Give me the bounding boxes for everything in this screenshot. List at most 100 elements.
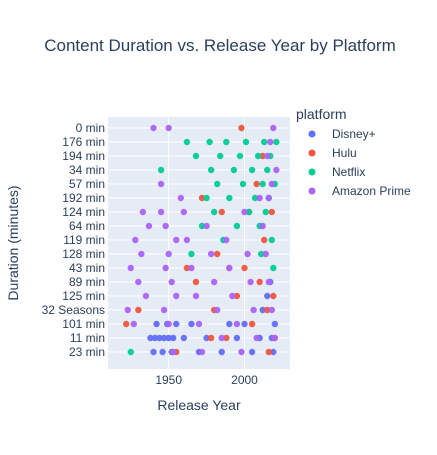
point-hulu: [256, 278, 263, 286]
point-hulu: [183, 264, 191, 272]
x-tick-label: 2000: [231, 373, 258, 387]
y-tick-label: 194 min: [62, 149, 105, 163]
legend-marker-amazon-prime[interactable]: [308, 187, 316, 195]
point-netflix: [192, 152, 200, 160]
points-layer: [123, 124, 280, 356]
chart-title: Content Duration vs. Release Year by Pla…: [44, 36, 396, 55]
point-disney: [188, 320, 195, 328]
point-disney: [259, 306, 266, 314]
point-amazon-prime: [241, 208, 248, 216]
point-amazon-prime: [259, 222, 266, 230]
point-disney: [180, 334, 188, 342]
point-hulu: [223, 334, 230, 342]
point-netflix: [226, 194, 233, 202]
point-netflix: [254, 152, 262, 160]
point-netflix: [239, 180, 247, 188]
y-tick-label: 89 min: [69, 275, 105, 289]
point-netflix: [242, 138, 250, 146]
legend: Disney+ Hulu Netflix Amazon Prime: [308, 127, 411, 198]
legend-label-netflix[interactable]: Netflix: [332, 165, 365, 179]
point-netflix: [248, 166, 256, 174]
point-amazon-prime: [223, 236, 230, 244]
legend-title: platform: [296, 106, 347, 122]
point-amazon-prime: [203, 222, 210, 230]
legend-label-amazon-prime[interactable]: Amazon Prime: [332, 184, 411, 198]
point-disney: [248, 348, 256, 356]
y-tick-label: 119 min: [63, 233, 105, 247]
point-netflix: [214, 180, 221, 188]
point-amazon-prime: [162, 264, 169, 272]
point-netflix: [207, 166, 215, 174]
y-tick-label: 0 min: [76, 121, 105, 135]
point-netflix: [270, 264, 277, 272]
legend-marker-disney[interactable]: [308, 130, 316, 138]
point-amazon-prime: [265, 194, 272, 202]
point-amazon-prime: [170, 348, 177, 356]
point-disney: [150, 348, 157, 356]
y-tick-label: 128 min: [62, 247, 105, 261]
point-netflix: [236, 152, 244, 160]
point-amazon-prime: [188, 264, 195, 272]
point-disney: [264, 292, 271, 300]
legend-label-disney[interactable]: Disney+: [332, 127, 376, 141]
point-disney: [160, 334, 168, 342]
point-amazon-prime: [173, 292, 180, 300]
point-disney: [271, 320, 279, 328]
point-amazon-prime: [244, 250, 251, 258]
point-amazon-prime: [198, 348, 206, 356]
legend-label-hulu[interactable]: Hulu: [332, 146, 357, 160]
y-tick-label: 34 min: [69, 163, 105, 177]
point-amazon-prime: [270, 124, 277, 132]
point-hulu: [259, 152, 266, 160]
point-hulu: [265, 348, 272, 356]
point-disney: [241, 320, 248, 328]
point-netflix: [127, 348, 134, 356]
point-disney: [233, 334, 241, 342]
point-netflix: [261, 138, 268, 146]
point-hulu: [123, 320, 130, 328]
legend-marker-netflix[interactable]: [308, 168, 316, 176]
point-amazon-prime: [264, 152, 271, 160]
point-disney: [173, 320, 180, 328]
point-amazon-prime: [124, 306, 131, 314]
point-amazon-prime: [268, 306, 275, 314]
x-tick-labels: 1950 2000: [155, 373, 258, 387]
point-netflix: [259, 180, 266, 188]
y-tick-label: 57 min: [69, 177, 105, 191]
point-amazon-prime: [142, 292, 150, 300]
point-amazon-prime: [250, 306, 257, 314]
point-disney: [153, 320, 160, 328]
point-netflix: [262, 208, 269, 216]
x-tick-label: 1950: [155, 373, 182, 387]
point-amazon-prime: [267, 138, 274, 146]
y-tick-label: 176 min: [62, 135, 105, 149]
point-amazon-prime: [157, 180, 165, 188]
point-hulu: [233, 292, 241, 300]
point-amazon-prime: [273, 166, 280, 174]
point-netflix: [217, 152, 224, 160]
point-disney: [159, 348, 166, 356]
point-disney: [226, 320, 233, 328]
point-hulu: [248, 320, 256, 328]
point-amazon-prime: [165, 320, 172, 328]
y-tick-label: 101 min: [62, 317, 105, 331]
point-amazon-prime: [247, 278, 254, 286]
legend-marker-hulu[interactable]: [308, 149, 316, 157]
y-tick-label: 11 min: [70, 331, 105, 345]
point-hulu: [253, 180, 260, 188]
point-disney: [218, 348, 225, 356]
point-netflix: [268, 236, 275, 244]
point-amazon-prime: [135, 278, 142, 286]
point-netflix: [251, 194, 259, 202]
point-netflix: [183, 138, 191, 146]
point-disney: [270, 348, 277, 356]
point-hulu: [270, 292, 277, 300]
point-netflix: [203, 194, 210, 202]
point-hulu: [135, 306, 142, 314]
point-netflix: [233, 222, 241, 230]
point-amazon-prime: [139, 208, 147, 216]
point-amazon-prime: [132, 236, 139, 244]
point-disney: [156, 334, 163, 342]
point-amazon-prime: [256, 194, 263, 202]
point-amazon-prime: [160, 306, 168, 314]
